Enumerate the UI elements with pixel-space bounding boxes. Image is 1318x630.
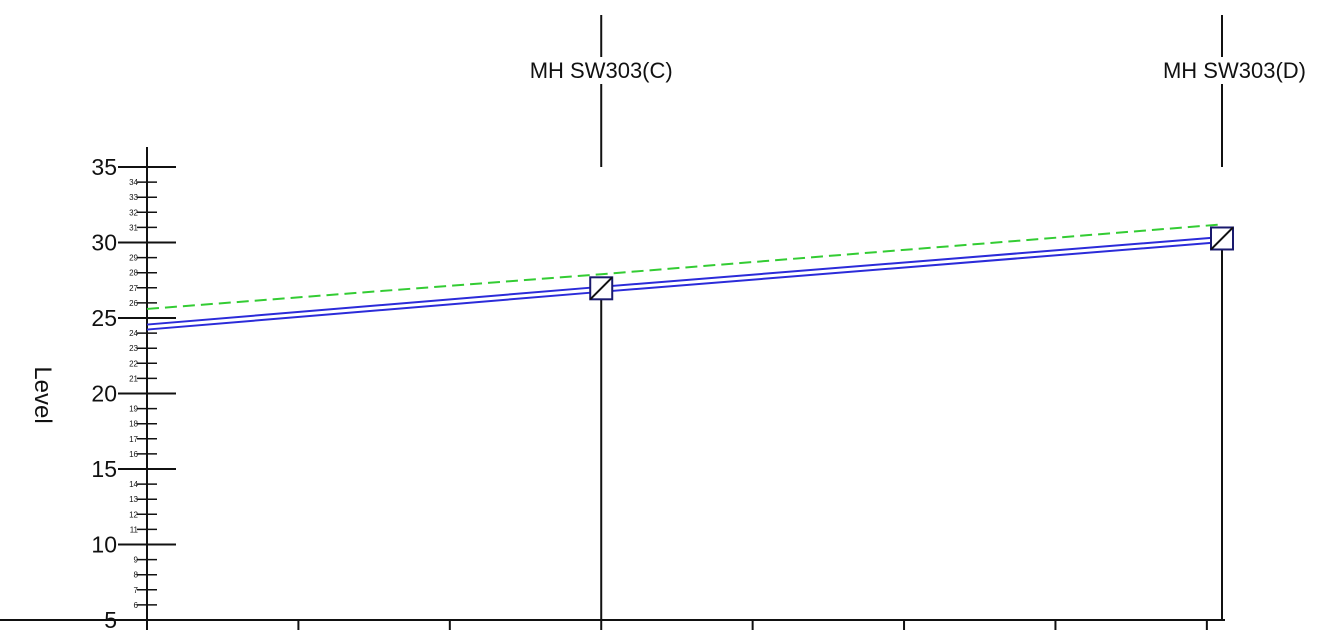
y-minor-tick-label: 34 (129, 178, 138, 187)
y-minor-tick-label: 7 (134, 586, 139, 595)
x-axis-ticks (146, 620, 1208, 630)
y-minor-tick-label: 8 (134, 571, 139, 580)
node-label: MH SW303(C) (530, 58, 673, 83)
ground-level-line (146, 223, 1223, 310)
node-label: MH SW303(D) (1163, 58, 1306, 83)
manhole-symbol-diagonal (589, 276, 613, 301)
y-minor-tick-label: 23 (129, 344, 138, 353)
node-label-bg (527, 57, 675, 84)
y-minor-tick-label: 12 (129, 510, 138, 519)
profile-series (146, 223, 1223, 331)
y-minor-tick-label: 32 (129, 208, 138, 217)
y-minor-tick-label: 18 (129, 420, 138, 429)
y-major-tick-label: 25 (91, 305, 117, 331)
y-minor-tick-label: 33 (129, 193, 138, 202)
y-minor-tick-label: 26 (129, 299, 138, 308)
y-minor-tick-label: 31 (129, 223, 138, 232)
y-major-tick-label: 35 (91, 154, 117, 180)
y-minor-tick-label: 29 (129, 254, 138, 263)
manhole-symbol-diagonal (1210, 226, 1234, 251)
y-minor-tick-label: 27 (129, 284, 138, 293)
y-minor-tick-label: 9 (134, 556, 139, 565)
y-minor-tick-label: 17 (129, 435, 138, 444)
y-minor-tick-label: 22 (129, 359, 138, 368)
pipe-crown-line (146, 235, 1223, 326)
y-major-tick-label: 15 (91, 456, 117, 482)
y-minor-tick-label: 6 (134, 601, 139, 610)
y-major-tick-label: 5 (104, 607, 117, 630)
chart-frame (0, 147, 1225, 630)
y-minor-tick-label: 13 (129, 495, 138, 504)
y-axis-label: Level (29, 366, 56, 423)
manhole-symbols (589, 226, 1234, 301)
y-major-tick-label: 20 (91, 381, 117, 407)
y-major-tick-label: 30 (91, 230, 117, 256)
manhole-markers: MH SW303(C) MH SW303(D) (527, 15, 1308, 620)
y-minor-tick-label: 24 (129, 329, 138, 338)
y-minor-tick-label: 19 (129, 405, 138, 414)
y-minor-tick-label: 16 (129, 450, 138, 459)
y-minor-tick-label: 21 (129, 374, 138, 383)
pipe-invert-line (146, 240, 1223, 331)
y-axis-ticks: 5 10 15 20 25 30 35 6 7 8 9 11 12 13 14 16 17 18 19 21 22 23 2… (91, 154, 176, 630)
y-minor-tick-label: 11 (130, 525, 139, 534)
node-label-bg (1160, 57, 1308, 84)
y-minor-tick-label: 28 (129, 269, 138, 278)
y-minor-tick-label: 14 (129, 480, 138, 489)
y-major-tick-label: 10 (91, 532, 117, 558)
